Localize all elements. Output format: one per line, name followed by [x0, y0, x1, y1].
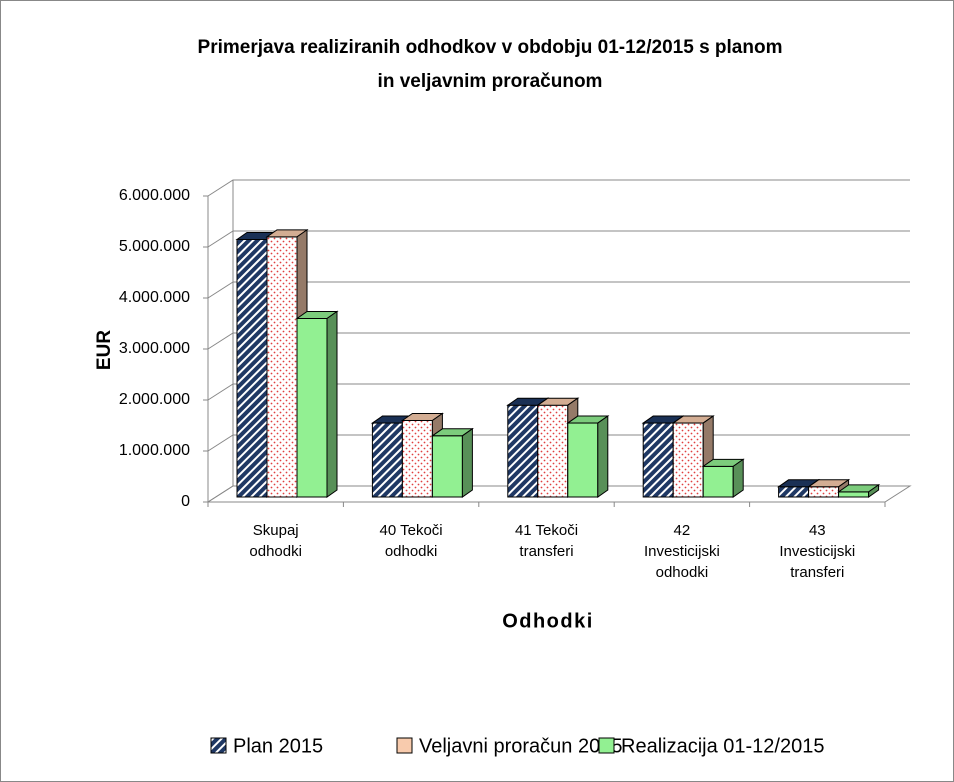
y-tick-label: 1.000.000: [119, 442, 190, 459]
chart-title: in veljavnim proračunom: [378, 71, 603, 92]
legend-swatch: [396, 737, 413, 754]
bar: [838, 491, 870, 498]
y-tick-label: 3.000.000: [119, 340, 190, 357]
y-tick-label: 4.000.000: [119, 289, 190, 306]
bar-side: [868, 483, 880, 498]
x-tick-label: 43 Investicijski transferi: [779, 522, 856, 581]
bar-side: [597, 415, 609, 498]
grid-line: [207, 281, 910, 299]
x-tick-label: 42 Investicijski odhodki: [643, 522, 720, 581]
legend-swatch: [210, 737, 227, 754]
grid-line: [207, 179, 910, 197]
bar-side: [326, 310, 338, 498]
bar: [401, 420, 433, 498]
bar: [266, 236, 298, 498]
bar: [702, 465, 734, 498]
grid-line: [207, 230, 910, 248]
grid-line: [207, 332, 910, 350]
legend-label: Realizacija 01-12/2015: [621, 735, 824, 757]
legend-swatch: [598, 737, 615, 754]
x-tick-label: 41 Tekoči transferi: [514, 522, 579, 560]
bar-side: [461, 427, 473, 498]
bar: [672, 422, 704, 498]
y-axis-title: EUR: [94, 330, 115, 370]
bar: [537, 404, 569, 498]
bar: [296, 318, 328, 498]
chart-title: Primerjava realiziranih odhodkov v obdob…: [198, 37, 783, 58]
legend-label: Veljavni proračun 2015: [419, 735, 622, 757]
x-tick-label: Skupaj odhodki: [249, 522, 302, 560]
bar: [808, 486, 840, 498]
legend-label: Plan 2015: [233, 735, 323, 757]
bar: [567, 422, 599, 498]
bar-side: [732, 458, 744, 498]
bar: [431, 435, 463, 498]
bar: [507, 404, 539, 498]
bar: [236, 238, 268, 498]
y-tick-label: 2.000.000: [119, 391, 190, 408]
bar: [371, 422, 403, 498]
x-tick-label: 40 Tekoči odhodki: [379, 522, 443, 560]
y-tick-label: 5.000.000: [119, 238, 190, 255]
y-tick-label: 6.000.000: [119, 187, 190, 204]
y-tick-label: 0: [181, 493, 190, 510]
x-axis-title: Odhodki: [502, 610, 594, 632]
bar: [778, 486, 810, 498]
grid-line: [207, 383, 910, 401]
bar: [642, 422, 674, 498]
